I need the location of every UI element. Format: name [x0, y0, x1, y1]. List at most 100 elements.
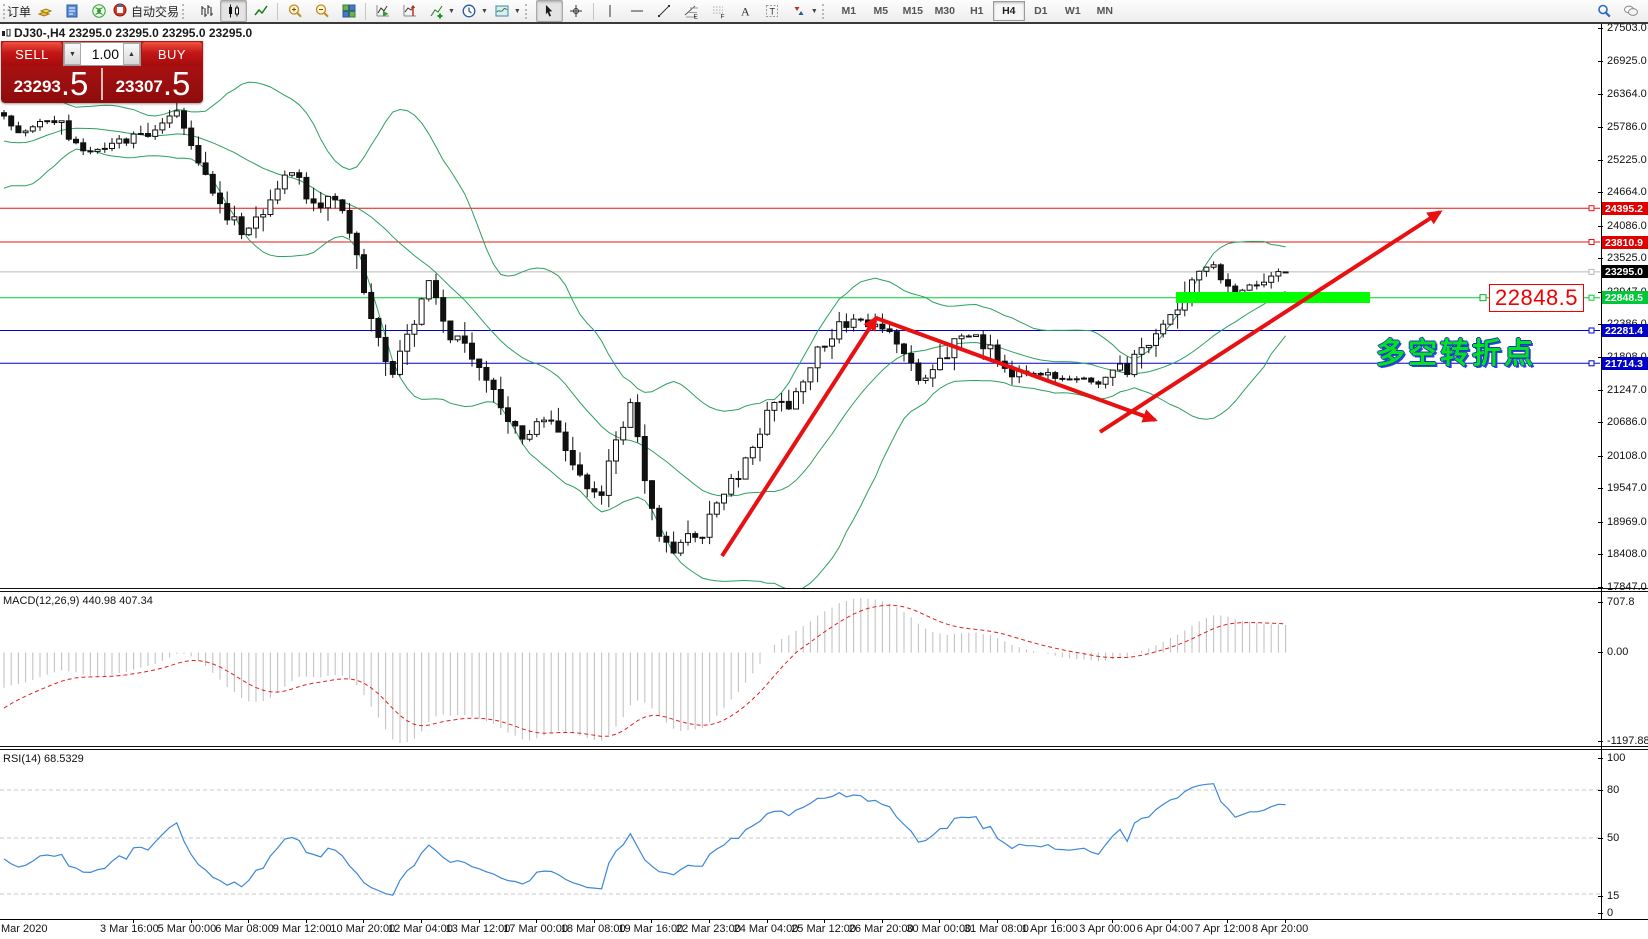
price-tick-label: 26925.0 — [1607, 55, 1647, 67]
toolbar-drag-handle — [3, 3, 10, 19]
price-level-label: 24395.2 — [1602, 202, 1648, 215]
macd-panel[interactable] — [0, 592, 1601, 746]
time-axis-label: 12 Mar 04:00 — [388, 923, 453, 935]
svg-text:F: F — [721, 14, 725, 20]
price-tick-mark — [1598, 488, 1603, 489]
text-icon[interactable]: A — [732, 0, 759, 22]
buy-price[interactable]: 23307.5 — [103, 67, 203, 101]
timeframe-button-m30[interactable]: M30 — [934, 5, 955, 17]
toolbar-drag-handle — [524, 3, 532, 19]
chat-icon[interactable] — [1617, 0, 1644, 22]
line-chart-icon[interactable] — [247, 0, 274, 22]
signal-icon[interactable] — [85, 0, 112, 22]
sell-price[interactable]: 23293.5 — [1, 67, 101, 101]
time-axis-label: 26 Mar 20:00 — [848, 923, 914, 935]
buy-button[interactable]: BUY — [142, 42, 202, 66]
price-tick-mark — [1598, 28, 1603, 29]
price-chart[interactable] — [0, 24, 1601, 588]
volume-increase-button[interactable]: ▲ — [123, 43, 140, 65]
auto-scroll-icon[interactable] — [369, 0, 396, 22]
timeframe-button-h4[interactable]: H4 — [992, 1, 1025, 21]
chevron-down-icon[interactable]: ▼ — [513, 7, 521, 15]
macd-tick-label: 0.00 — [1607, 646, 1629, 658]
time-axis-label: 17 Mar 00:00 — [503, 923, 569, 935]
time-tick-mark — [421, 920, 422, 923]
grid-icon[interactable]: F — [705, 0, 732, 22]
timeframe-button-w1[interactable]: W1 — [1064, 5, 1081, 17]
period-icon[interactable] — [456, 0, 483, 22]
price-tick-mark — [1598, 522, 1603, 523]
price-level-label: 21714.3 — [1602, 357, 1648, 370]
timeframe-button-mn[interactable]: MN — [1096, 5, 1113, 17]
main-toolbar: 订单 自动交易 ▼ ▼ ▼ E F A T ▼ M1 M5 M15 M30 H1 H4 D1 W1 MN — [0, 0, 1648, 22]
time-tick-mark — [479, 920, 480, 923]
volume-decrease-button[interactable]: ▼ — [64, 43, 81, 65]
time-tick-mark — [1112, 920, 1113, 923]
time-tick-mark — [191, 920, 192, 923]
time-tick-mark — [997, 920, 998, 923]
shapes-icon[interactable] — [786, 0, 813, 22]
time-axis-label: 31 Mar 08:00 — [964, 923, 1029, 935]
bar-chart-icon[interactable] — [193, 0, 220, 22]
price-tick-label: 27503.0 — [1607, 22, 1647, 34]
rsi-tick-label: 15 — [1607, 890, 1620, 902]
chart-shift-icon[interactable] — [396, 0, 423, 22]
macd-tick-label: 707.8 — [1607, 596, 1635, 608]
time-axis-label: 9 Mar 12:00 — [272, 923, 332, 935]
trendline-icon[interactable] — [651, 0, 678, 22]
price-level-label: 22281.4 — [1602, 324, 1648, 337]
template-icon-group: ▼ — [489, 0, 522, 22]
cursor-icon[interactable] — [535, 0, 563, 22]
time-axis-label: Mar 2020 — [1, 923, 48, 935]
price-tick-mark — [1598, 94, 1603, 95]
zoom-in-icon[interactable] — [281, 0, 308, 22]
price-tick-mark — [1598, 258, 1603, 259]
label-icon[interactable]: T — [759, 0, 786, 22]
chevron-down-icon[interactable]: ▼ — [448, 7, 455, 15]
hline-icon[interactable] — [624, 0, 651, 22]
zoom-out-icon[interactable] — [308, 0, 335, 22]
price-tick-mark — [1598, 61, 1603, 62]
rsi-tick-mark — [1598, 758, 1603, 759]
timeframe-button-h1[interactable]: H1 — [970, 5, 984, 17]
add-indicator-icon[interactable] — [423, 0, 450, 22]
auto-trading-button[interactable]: 自动交易 — [112, 2, 179, 21]
time-axis-line — [0, 919, 1648, 920]
new-order-button[interactable]: 订单 — [7, 4, 32, 19]
price-tick-mark — [1598, 587, 1603, 588]
chart-type-mini-icon — [2, 29, 11, 37]
volume-input[interactable]: 1.00 — [81, 43, 123, 65]
timeframe-button-m15[interactable]: M15 — [902, 5, 923, 17]
sell-button[interactable]: SELL — [2, 42, 62, 66]
svg-text:T: T — [770, 7, 776, 17]
search-icon[interactable] — [1590, 0, 1617, 22]
toolbar-separator — [592, 2, 594, 20]
price-callout-label[interactable]: 22848.5 — [1489, 284, 1585, 312]
time-tick-mark — [1170, 920, 1171, 923]
time-axis-label: 30 Mar 00:00 — [906, 923, 972, 935]
fibonacci-icon[interactable]: E — [678, 0, 705, 22]
panel-separator[interactable] — [0, 746, 1648, 750]
time-tick-mark — [594, 920, 595, 923]
time-tick-mark — [1285, 920, 1286, 923]
turning-point-annotation[interactable]: 多空转折点 — [1376, 338, 1537, 370]
vline-icon[interactable] — [597, 0, 624, 22]
template-icon[interactable] — [489, 0, 516, 22]
rsi-panel[interactable] — [0, 750, 1601, 919]
tile-windows-icon[interactable] — [335, 0, 362, 22]
gold-icon[interactable] — [31, 0, 58, 22]
price-tick-label: 23525.0 — [1607, 252, 1647, 264]
chevron-down-icon[interactable]: ▼ — [810, 7, 818, 15]
candlestick-icon[interactable] — [220, 0, 248, 22]
timeframe-button-m1[interactable]: M1 — [841, 5, 857, 17]
panel-separator[interactable] — [0, 588, 1648, 592]
chevron-down-icon[interactable]: ▼ — [480, 7, 488, 15]
buy-price-main: 23307 — [115, 77, 163, 96]
timeframe-button-m5[interactable]: M5 — [873, 5, 889, 17]
timeframe-button-d1[interactable]: D1 — [1034, 5, 1048, 17]
macd-tick-mark — [1598, 652, 1603, 653]
crosshair-icon[interactable] — [563, 0, 590, 22]
report-icon[interactable] — [58, 0, 85, 22]
time-tick-mark — [536, 920, 537, 923]
period-icon-group: ▼ — [456, 0, 489, 22]
